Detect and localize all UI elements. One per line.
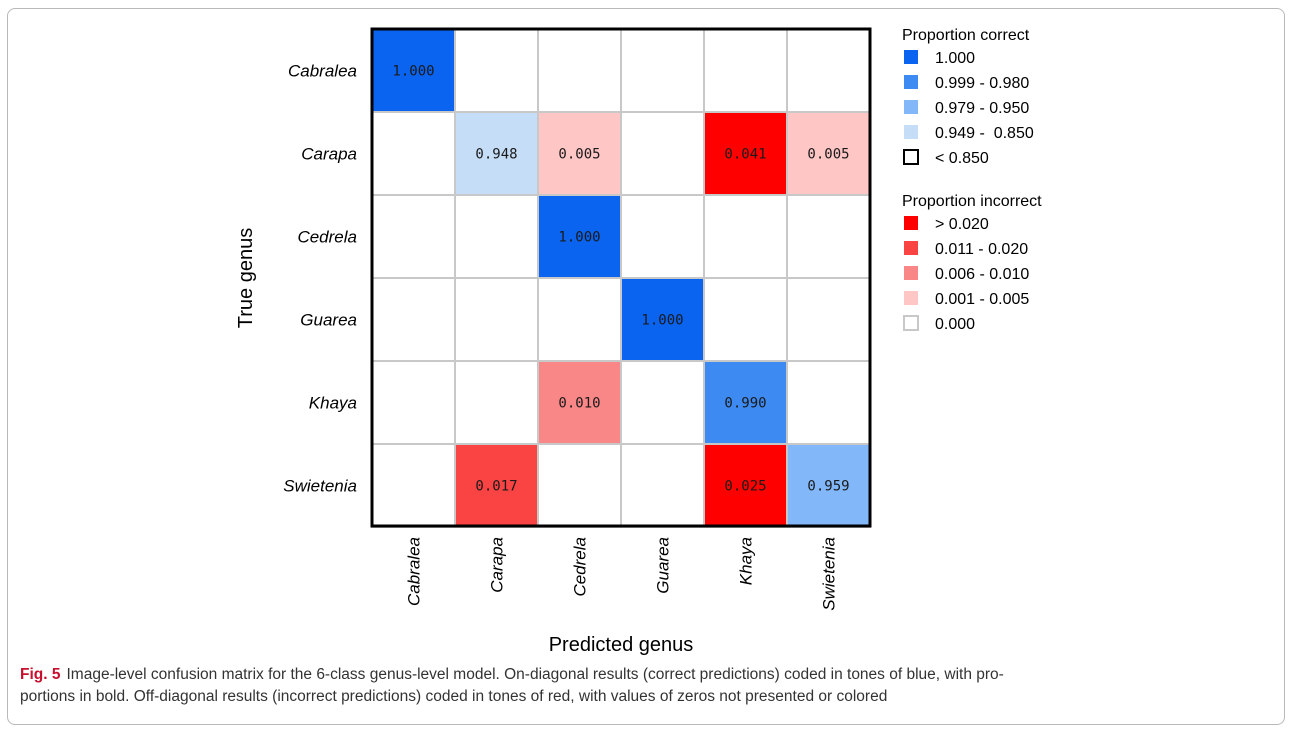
- incorrect-legend-label: 0.006 - 0.010: [935, 266, 1029, 283]
- cell-value-label: 0.010: [558, 396, 600, 412]
- figure-caption: Fig. 5 Image-level confusion matrix for t…: [20, 664, 1270, 708]
- incorrect-legend-label: 0.001 - 0.005: [935, 291, 1029, 308]
- cell-value-label: 0.959: [807, 479, 849, 495]
- column-labels: Cabralea Carapa Cedrela Guarea Khaya Swieteni…: [405, 537, 839, 611]
- column-label: Carapa: [488, 537, 507, 593]
- heatmap-cell-3-2: [537, 277, 622, 362]
- heatmap-cell-5-2: [537, 443, 622, 528]
- heatmap-cell-2-4: [703, 194, 788, 279]
- heatmap-cell-3-3: [620, 277, 705, 362]
- cell-value-label: 0.005: [558, 147, 600, 163]
- legend: Proportion correct 1.000 0.999 - 0.980 0.97…: [902, 27, 1042, 333]
- column-label: Cedrela: [571, 537, 590, 597]
- cell-value-label: 0.041: [724, 147, 766, 163]
- heatmap-cell-4-3: [620, 360, 705, 445]
- incorrect-legend-swatch: [904, 241, 918, 255]
- heatmap-cell-3-5: [786, 277, 871, 362]
- heatmap-cell-4-2: [537, 360, 622, 445]
- row-labels: Cabralea Carapa Cedrela Guarea Khaya Swieteni…: [283, 62, 357, 496]
- heatmap-cell-2-2: [537, 194, 622, 279]
- column-label: Cabralea: [405, 537, 424, 606]
- correct-legend-label: 0.999 - 0.980: [935, 75, 1029, 92]
- correct-legend-swatch: [904, 50, 918, 64]
- correct-legend-label: 0.949 - 0.850: [935, 125, 1034, 142]
- confusion-matrix-chart: 1.000 0.948 0.005 0.041 0.005 1.000 1.000 0.010…: [235, 27, 1042, 656]
- heatmap-cell-0-1: [454, 28, 539, 113]
- incorrect-legend-label: 0.000: [935, 316, 975, 333]
- heatmap-cell-4-5: [786, 360, 871, 445]
- heatmap-cell-2-0: [371, 194, 456, 279]
- row-label: Cedrela: [297, 228, 357, 247]
- correct-legend-label: 0.979 - 0.950: [935, 100, 1029, 117]
- heatmap-cell-0-3: [620, 28, 705, 113]
- heatmap-cell-2-1: [454, 194, 539, 279]
- heatmap-cell-5-4: [703, 443, 788, 528]
- correct-legend-swatch: [903, 149, 919, 165]
- correct-legend-swatch: [904, 100, 918, 114]
- heatmap-cell-1-4: [703, 111, 788, 196]
- correct-legend-title: Proportion correct: [902, 27, 1030, 44]
- cell-value-label: 1.000: [558, 230, 600, 246]
- heatmap-cell-2-5: [786, 194, 871, 279]
- heatmap-cell-4-1: [454, 360, 539, 445]
- heatmap-cell-4-0: [371, 360, 456, 445]
- cell-value-label: 1.000: [392, 64, 434, 80]
- heatmap-cell-2-3: [620, 194, 705, 279]
- incorrect-legend-label: 0.011 - 0.020: [935, 241, 1028, 258]
- heatmap-cell-5-3: [620, 443, 705, 528]
- caption-line-1: Image-level confusion matrix for the 6-c…: [66, 666, 1004, 683]
- correct-legend-label: < 0.850: [935, 150, 989, 167]
- heatmap-cell-0-4: [703, 28, 788, 113]
- correct-legend-label: 1.000: [935, 50, 975, 67]
- incorrect-legend-swatch: [904, 291, 918, 305]
- cell-value-label: 0.017: [475, 479, 517, 495]
- heatmap-cell-1-3: [620, 111, 705, 196]
- heatmap-cell-5-5: [786, 443, 871, 528]
- row-label: Guarea: [300, 311, 357, 330]
- cell-value-label: 0.025: [724, 479, 766, 495]
- plot-border: [370, 27, 872, 528]
- cell-value-label: 0.990: [724, 396, 766, 412]
- heatmap-cells: 1.000 0.948 0.005 0.041 0.005 1.000 1.000 0.010…: [371, 28, 871, 528]
- heatmap-cell-0-2: [537, 28, 622, 113]
- row-label: Khaya: [309, 394, 357, 413]
- heatmap-cell-4-4: [703, 360, 788, 445]
- column-label: Swietenia: [820, 537, 839, 611]
- cell-value-label: 0.948: [475, 147, 517, 163]
- figure-label: Fig. 5: [20, 666, 61, 683]
- heatmap-cell-1-0: [371, 111, 456, 196]
- cell-value-label: 1.000: [641, 313, 683, 329]
- correct-legend-swatch: [904, 125, 918, 139]
- heatmap-cell-3-0: [371, 277, 456, 362]
- correct-legend-swatch: [904, 75, 918, 89]
- incorrect-legend-title: Proportion incorrect: [902, 193, 1042, 210]
- incorrect-legend-label: > 0.020: [935, 216, 989, 233]
- column-label: Khaya: [737, 537, 756, 585]
- figure-frame: [7, 8, 1285, 725]
- x-axis-title: Predicted genus: [549, 634, 694, 656]
- column-label: Guarea: [654, 537, 673, 594]
- incorrect-legend-swatch: [904, 216, 918, 230]
- row-label: Swietenia: [283, 477, 357, 496]
- heatmap-cell-0-5: [786, 28, 871, 113]
- y-axis-title: True genus: [235, 228, 257, 328]
- heatmap-cell-3-4: [703, 277, 788, 362]
- heatmap-cell-5-0: [371, 443, 456, 528]
- heatmap-cell-3-1: [454, 277, 539, 362]
- row-label: Carapa: [301, 145, 357, 164]
- cell-value-label: 0.005: [807, 147, 849, 163]
- row-label: Cabralea: [288, 62, 357, 81]
- caption-line-2: portions in bold. Off-diagonal results (…: [20, 688, 888, 705]
- incorrect-legend-swatch: [904, 266, 918, 280]
- incorrect-legend-swatch: [903, 315, 919, 331]
